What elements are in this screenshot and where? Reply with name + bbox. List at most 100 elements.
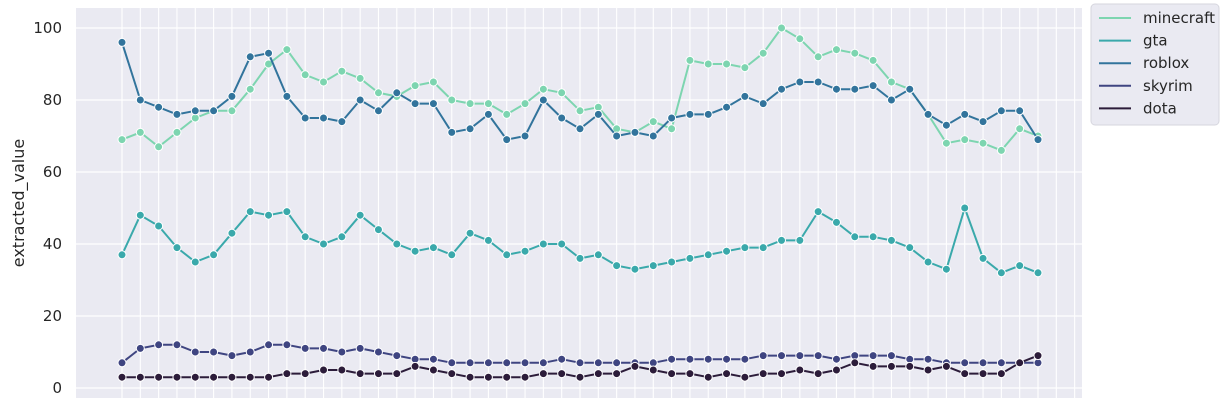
data-point-gta	[373, 225, 383, 235]
legend-label: skyrim	[1143, 77, 1193, 95]
data-point-skyrim	[703, 354, 713, 364]
data-point-minecraft	[960, 135, 970, 145]
data-point-dota	[557, 369, 567, 379]
data-point-dota	[117, 372, 127, 382]
data-point-gta	[941, 264, 951, 274]
data-point-skyrim	[813, 351, 823, 361]
data-point-dota	[428, 365, 438, 375]
data-point-skyrim	[886, 351, 896, 361]
data-point-skyrim	[593, 358, 603, 368]
data-point-dota	[667, 369, 677, 379]
data-point-minecraft	[1015, 124, 1025, 134]
data-point-skyrim	[373, 347, 383, 357]
data-point-minecraft	[941, 138, 951, 148]
data-point-minecraft	[886, 77, 896, 87]
data-point-roblox	[227, 91, 237, 101]
data-point-dota	[502, 372, 512, 382]
data-point-minecraft	[538, 84, 548, 94]
data-point-roblox	[758, 99, 768, 109]
data-point-dota	[850, 358, 860, 368]
data-point-dota	[813, 369, 823, 379]
y-tick-label: 100	[33, 19, 62, 37]
data-point-dota	[630, 361, 640, 371]
data-point-skyrim	[117, 358, 127, 368]
data-point-gta	[1015, 261, 1025, 271]
data-point-roblox	[355, 95, 365, 105]
data-point-dota	[483, 372, 493, 382]
data-point-skyrim	[740, 354, 750, 364]
data-point-skyrim	[300, 343, 310, 353]
data-point-dota	[960, 369, 970, 379]
data-point-minecraft	[667, 124, 677, 134]
data-point-skyrim	[612, 358, 622, 368]
data-point-roblox	[648, 131, 658, 141]
data-point-dota	[795, 365, 805, 375]
data-point-roblox	[447, 127, 457, 137]
data-point-skyrim	[996, 358, 1006, 368]
data-point-dota	[1033, 351, 1043, 361]
data-point-minecraft	[575, 106, 585, 116]
data-point-minecraft	[245, 84, 255, 94]
data-point-roblox	[850, 84, 860, 94]
data-point-roblox	[190, 106, 200, 116]
data-point-skyrim	[428, 354, 438, 364]
data-point-dota	[245, 372, 255, 382]
data-point-minecraft	[520, 99, 530, 109]
data-point-dota	[319, 365, 329, 375]
data-point-roblox	[465, 124, 475, 134]
data-point-skyrim	[465, 358, 475, 368]
series-lines	[117, 23, 1043, 382]
data-point-dota	[172, 372, 182, 382]
data-point-dota	[575, 372, 585, 382]
data-point-gta	[447, 250, 457, 260]
legend-item-minecraft: minecraft	[1099, 9, 1215, 27]
data-point-dota	[722, 369, 732, 379]
data-point-roblox	[410, 99, 420, 109]
data-point-minecraft	[428, 77, 438, 87]
data-point-minecraft	[703, 59, 713, 69]
data-point-minecraft	[410, 81, 420, 91]
data-point-dota	[1015, 358, 1025, 368]
data-point-skyrim	[392, 351, 402, 361]
data-point-minecraft	[777, 23, 787, 33]
data-point-minecraft	[685, 55, 695, 65]
data-point-gta	[685, 253, 695, 263]
data-point-roblox	[264, 48, 274, 58]
data-point-minecraft	[355, 73, 365, 83]
data-point-minecraft	[465, 99, 475, 109]
data-point-skyrim	[447, 358, 457, 368]
data-point-roblox	[703, 109, 713, 119]
data-point-roblox	[428, 99, 438, 109]
data-point-minecraft	[319, 77, 329, 87]
data-point-roblox	[1033, 135, 1043, 145]
data-point-minecraft	[227, 106, 237, 116]
data-point-skyrim	[667, 354, 677, 364]
legend-item-roblox: roblox	[1099, 54, 1189, 72]
data-point-gta	[758, 243, 768, 253]
data-point-roblox	[941, 120, 951, 130]
data-point-dota	[538, 369, 548, 379]
y-tick-label: 40	[43, 235, 62, 253]
data-point-gta	[813, 207, 823, 217]
data-point-gta	[978, 253, 988, 263]
data-point-gta	[868, 232, 878, 242]
data-point-dota	[612, 369, 622, 379]
data-point-minecraft	[502, 109, 512, 119]
legend-box	[1090, 3, 1220, 126]
data-point-gta	[355, 210, 365, 220]
data-point-roblox	[905, 84, 915, 94]
data-point-roblox	[117, 37, 127, 47]
data-point-skyrim	[227, 351, 237, 361]
legend-label: dota	[1143, 99, 1177, 117]
data-point-dota	[337, 365, 347, 375]
data-point-dota	[685, 369, 695, 379]
data-point-roblox	[978, 117, 988, 127]
data-point-gta	[996, 268, 1006, 278]
data-point-gta	[300, 232, 310, 242]
data-point-dota	[831, 365, 841, 375]
data-point-skyrim	[758, 351, 768, 361]
data-point-dota	[209, 372, 219, 382]
data-point-dota	[978, 369, 988, 379]
